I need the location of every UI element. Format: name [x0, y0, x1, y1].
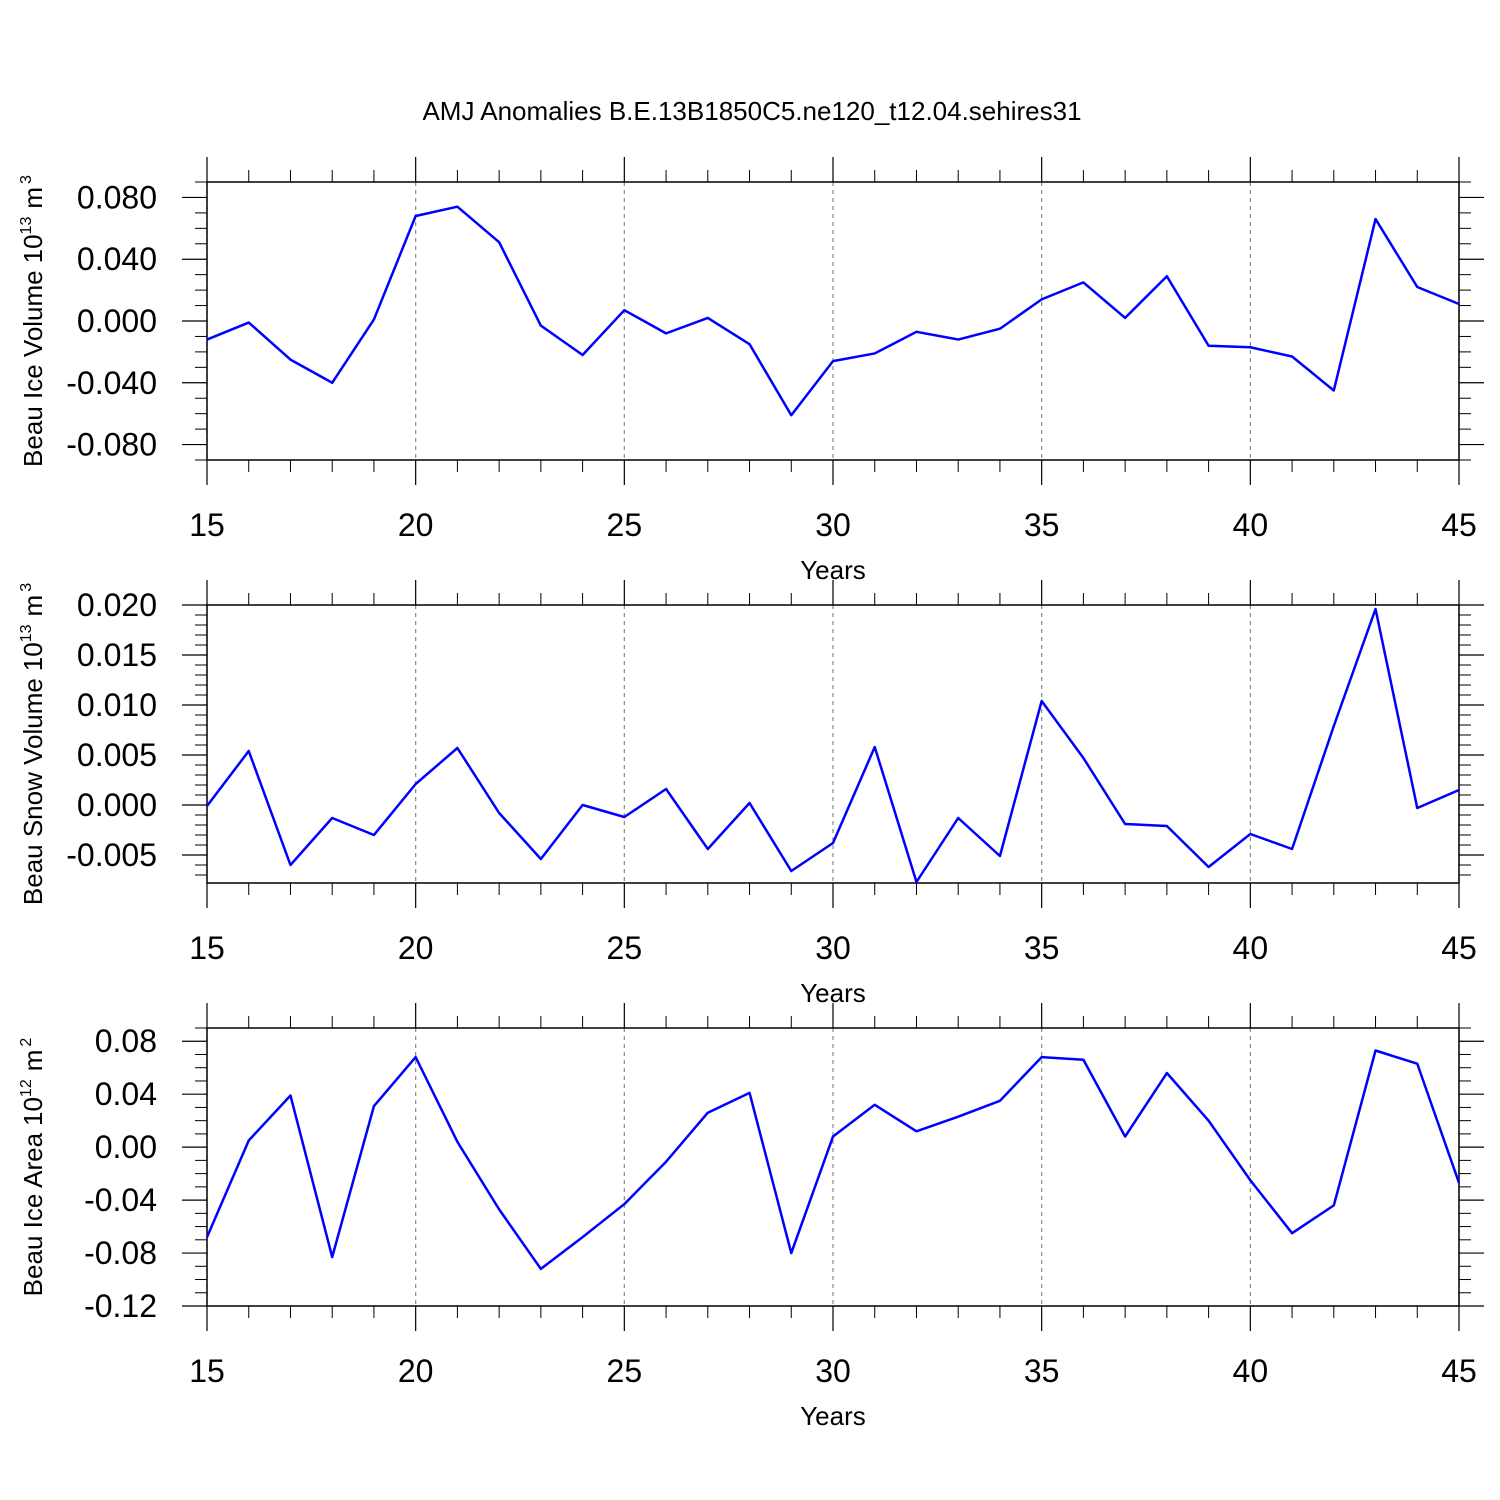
x-tick-label: 15: [189, 930, 225, 966]
y-axis-label-text: Beau Ice Volume: [18, 270, 48, 467]
y-axis-label-power-base: 10: [18, 234, 48, 263]
y-tick-label: 0.010: [77, 687, 157, 723]
y-axis-label-unit: m: [18, 187, 48, 209]
y-axis-label-power-base: 10: [18, 642, 48, 671]
data-line: [206, 205, 1460, 417]
x-tick-label: 40: [1233, 507, 1269, 543]
y-tick-label: -0.12: [84, 1288, 157, 1324]
plot-frame: [206, 181, 1460, 461]
x-tick-label: 20: [398, 930, 434, 966]
y-axis-label-power: 13: [18, 217, 35, 235]
x-tick-label: 30: [815, 507, 851, 543]
x-tick-label: 45: [1441, 507, 1477, 543]
y-tick-label: 0.04: [95, 1076, 157, 1112]
x-tick-label: 35: [1024, 507, 1060, 543]
y-axis-label-unit-power: 2: [18, 1038, 35, 1047]
y-axis-label: Beau Ice Area 1012 m 2: [18, 1038, 48, 1297]
y-tick-label: 0.040: [77, 241, 157, 277]
x-tick-label: 15: [189, 1353, 225, 1389]
x-tick-label: 40: [1233, 930, 1269, 966]
x-tick-label: 25: [607, 930, 643, 966]
y-tick-label: 0.020: [77, 587, 157, 623]
x-tick-label: 40: [1233, 1353, 1269, 1389]
x-axis-label: Years: [800, 1401, 866, 1431]
y-tick-label: 0.08: [95, 1023, 157, 1059]
x-tick-label: 25: [607, 1353, 643, 1389]
data-line: [205, 1049, 1461, 1271]
y-axis-label-text: Beau Ice Area: [18, 1132, 48, 1296]
y-axis-label-power: 13: [18, 624, 35, 642]
plot-frame: [206, 604, 1460, 884]
x-tick-label: 35: [1024, 930, 1060, 966]
x-tick-label: 20: [398, 1353, 434, 1389]
x-tick-label: 15: [189, 507, 225, 543]
plot-frame: [206, 1027, 1460, 1307]
x-tick-label: 25: [607, 507, 643, 543]
y-axis-label: Beau Ice Volume 1013 m 3: [18, 175, 48, 467]
y-axis-label: Beau Snow Volume 1013 m 3: [18, 583, 48, 905]
y-axis-label-unit: m: [18, 595, 48, 617]
y-tick-label: 0.015: [77, 637, 157, 673]
x-tick-label: 30: [815, 930, 851, 966]
y-axis-label-power: 12: [18, 1079, 35, 1097]
y-tick-label: -0.08: [84, 1235, 157, 1271]
y-tick-label: 0.080: [77, 179, 157, 215]
x-tick-label: 20: [398, 507, 434, 543]
y-axis-label-unit-power: 3: [18, 583, 35, 592]
data-line: [206, 607, 1460, 884]
y-axis-label-power-base: 10: [18, 1097, 48, 1126]
y-tick-label: -0.040: [66, 365, 157, 401]
x-tick-label: 45: [1441, 930, 1477, 966]
y-tick-label: 0.00: [95, 1129, 157, 1165]
y-tick-label: -0.04: [84, 1182, 157, 1218]
y-tick-label: -0.080: [66, 427, 157, 463]
y-tick-label: 0.000: [77, 303, 157, 339]
x-tick-label: 45: [1441, 1353, 1477, 1389]
y-tick-label: 0.000: [77, 787, 157, 823]
x-tick-label: 35: [1024, 1353, 1060, 1389]
y-axis-label-unit: m: [18, 1050, 48, 1072]
y-axis-label-text: Beau Snow Volume: [18, 678, 48, 905]
chart-title: AMJ Anomalies B.E.13B1850C5.ne120_t12.04…: [422, 96, 1081, 126]
y-tick-label: 0.005: [77, 737, 157, 773]
y-tick-label: -0.005: [66, 837, 157, 873]
x-tick-label: 30: [815, 1353, 851, 1389]
y-axis-label-unit-power: 3: [18, 175, 35, 184]
